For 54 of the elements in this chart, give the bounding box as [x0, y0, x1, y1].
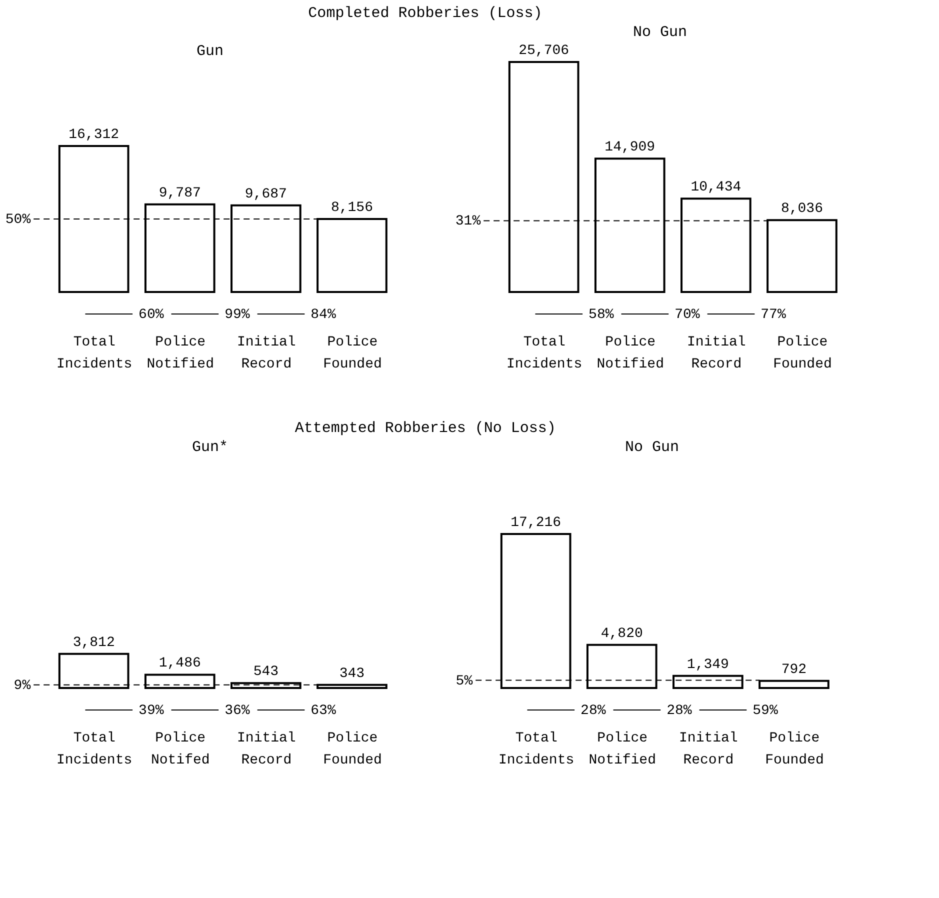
text: 36% — [224, 703, 250, 719]
text: 77% — [760, 307, 786, 323]
text: 58% — [588, 307, 614, 323]
data-label: 9,687 — [244, 186, 287, 202]
text: 99% — [224, 307, 250, 323]
data-label: 1,486 — [158, 656, 201, 672]
data-label: 25,706 — [518, 43, 570, 59]
data-label: 8,156 — [330, 200, 373, 216]
data-label: 16,312 — [68, 127, 120, 144]
data-label: 10,434 — [690, 180, 742, 196]
text: Attempted Robberies (No Loss) — [294, 420, 556, 437]
x-tick-label: Total Incidents — [498, 730, 574, 768]
x-tick-label: Initial Record — [687, 334, 746, 372]
data-label: 543 — [253, 664, 279, 680]
text: 84% — [310, 307, 336, 323]
data-label: 9,787 — [158, 185, 201, 202]
text: 31% — [455, 214, 482, 230]
chart-title: No Gun — [632, 24, 688, 41]
chart-title: No Gun — [624, 439, 680, 456]
data-label: 1,349 — [686, 656, 729, 673]
x-tick-label: Initial Record — [237, 334, 296, 372]
data-label: 4,820 — [600, 626, 643, 642]
data-label: 8,036 — [780, 201, 823, 218]
x-tick-label: Police Notified — [588, 730, 656, 768]
text: 9% — [14, 678, 32, 694]
text: 28% — [666, 703, 692, 719]
x-tick-label: Initial Record — [237, 730, 296, 768]
chart-title: Gun* — [192, 439, 228, 456]
chart-title: Gun — [196, 43, 224, 60]
text: 28% — [580, 703, 606, 719]
data-label: 14,909 — [604, 140, 656, 156]
x-tick-label: Police Notified — [596, 334, 664, 372]
text: 60% — [138, 307, 164, 323]
text: 63% — [310, 703, 336, 719]
data-label: 17,216 — [510, 514, 562, 531]
text: 59% — [752, 703, 778, 719]
text: 50% — [5, 212, 32, 228]
text: 5% — [456, 673, 474, 690]
x-tick-label: Total Incidents — [506, 334, 582, 372]
x-tick-label: Police Founded — [323, 334, 382, 372]
text: 39% — [138, 703, 164, 719]
text: 70% — [674, 307, 700, 323]
data-label: 792 — [781, 662, 807, 678]
text: Completed Robberies (Loss) — [308, 5, 542, 22]
x-tick-label: Police Notified — [146, 334, 214, 372]
data-label: 3,812 — [72, 634, 115, 651]
x-tick-label: Total Incidents — [56, 730, 132, 768]
x-tick-label: Initial Record — [679, 730, 738, 768]
x-tick-label: Police Founded — [765, 730, 824, 768]
x-tick-label: Total Incidents — [56, 334, 132, 372]
x-tick-label: Police Founded — [773, 334, 832, 372]
x-tick-label: Police Founded — [323, 730, 382, 768]
data-label: 343 — [339, 666, 365, 682]
x-tick-label: Police Notifed — [150, 730, 210, 768]
